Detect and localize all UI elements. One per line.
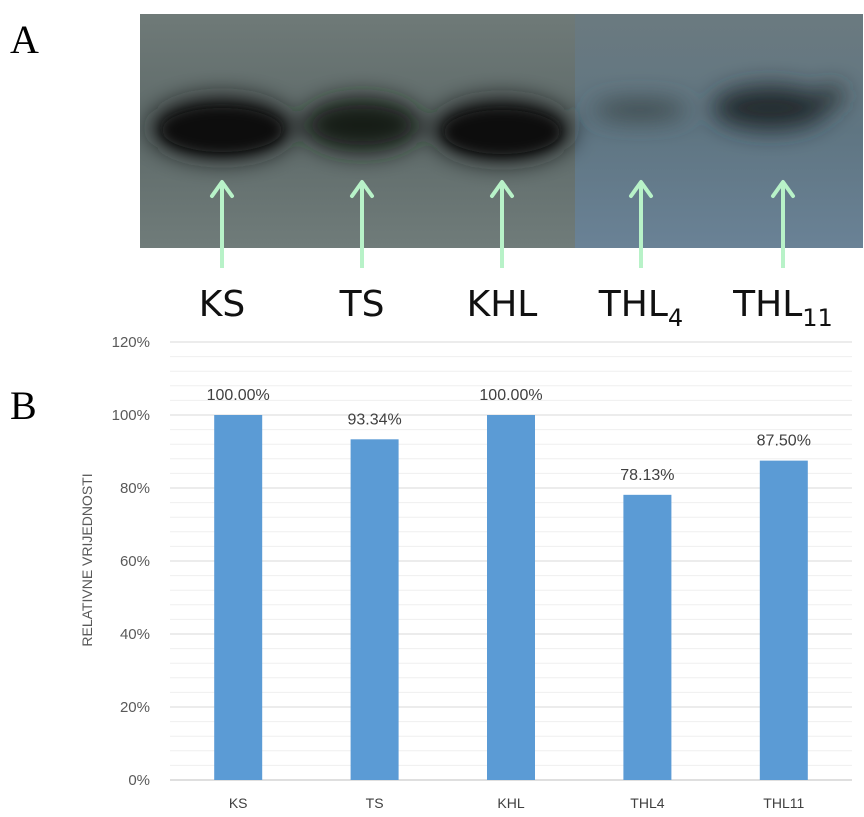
lane-arrow [350, 180, 374, 268]
data-label: 78.13% [620, 467, 674, 484]
lane-label: THL4 [598, 284, 683, 332]
data-label: 100.00% [207, 387, 270, 404]
lane-label-subscript: 4 [668, 304, 683, 332]
data-labels: 100.00% 93.34% 100.00% 78.13% 87.50% [207, 387, 811, 484]
lane-label: KHL [467, 284, 538, 325]
bar [487, 415, 535, 780]
x-tick-label: THL4 [630, 795, 664, 811]
lane-label: THL11 [732, 284, 833, 332]
category-labels: KS TS KHL THL4 THL11 [229, 795, 805, 811]
lane-arrow [490, 180, 514, 268]
lane-label-main: KS [199, 284, 245, 325]
y-tick-label: 40% [120, 626, 150, 643]
lane-label-main: THL [598, 284, 668, 325]
lane-arrow [629, 180, 653, 268]
y-tick-label: 20% [120, 699, 150, 716]
western-blot-image: KS TS KHL THL4 THL11 [140, 14, 863, 332]
lane-arrow [210, 180, 234, 268]
y-tick-label: 0% [128, 772, 150, 789]
y-tick-label: 100% [112, 407, 150, 424]
lane-arrow [771, 180, 795, 268]
data-label: 100.00% [479, 387, 542, 404]
bar [214, 415, 263, 780]
bar [759, 460, 808, 780]
bars [214, 415, 808, 780]
y-tick-labels: 0% 20% 40% 60% 80% 100% 120% [112, 334, 150, 789]
y-tick-label: 120% [112, 334, 150, 351]
x-tick-label: TS [366, 795, 384, 811]
lane-arrows [210, 180, 795, 268]
panel-label-b: B [10, 383, 37, 428]
y-axis-title: RELATIVNE VRIJEDNOSTI [79, 473, 95, 646]
lane-label-main: THL [732, 284, 802, 325]
bar [350, 439, 399, 780]
lane-labels: KS TS KHL THL4 THL11 [199, 284, 833, 332]
lane-label: KS [199, 284, 245, 325]
y-tick-label: 60% [120, 553, 150, 570]
data-label: 87.50% [757, 433, 811, 450]
x-tick-label: KS [229, 795, 248, 811]
x-tick-label: THL11 [763, 795, 804, 811]
lane-label-subscript: 11 [802, 304, 833, 332]
data-label: 93.34% [347, 411, 401, 428]
lane-label-main: TS [339, 284, 385, 325]
lane-label-main: KHL [467, 284, 538, 325]
bar [623, 494, 672, 780]
lane-label: TS [339, 284, 385, 325]
panel-label-a: A [10, 17, 39, 62]
x-tick-label: KHL [497, 795, 524, 811]
y-tick-label: 80% [120, 480, 150, 497]
